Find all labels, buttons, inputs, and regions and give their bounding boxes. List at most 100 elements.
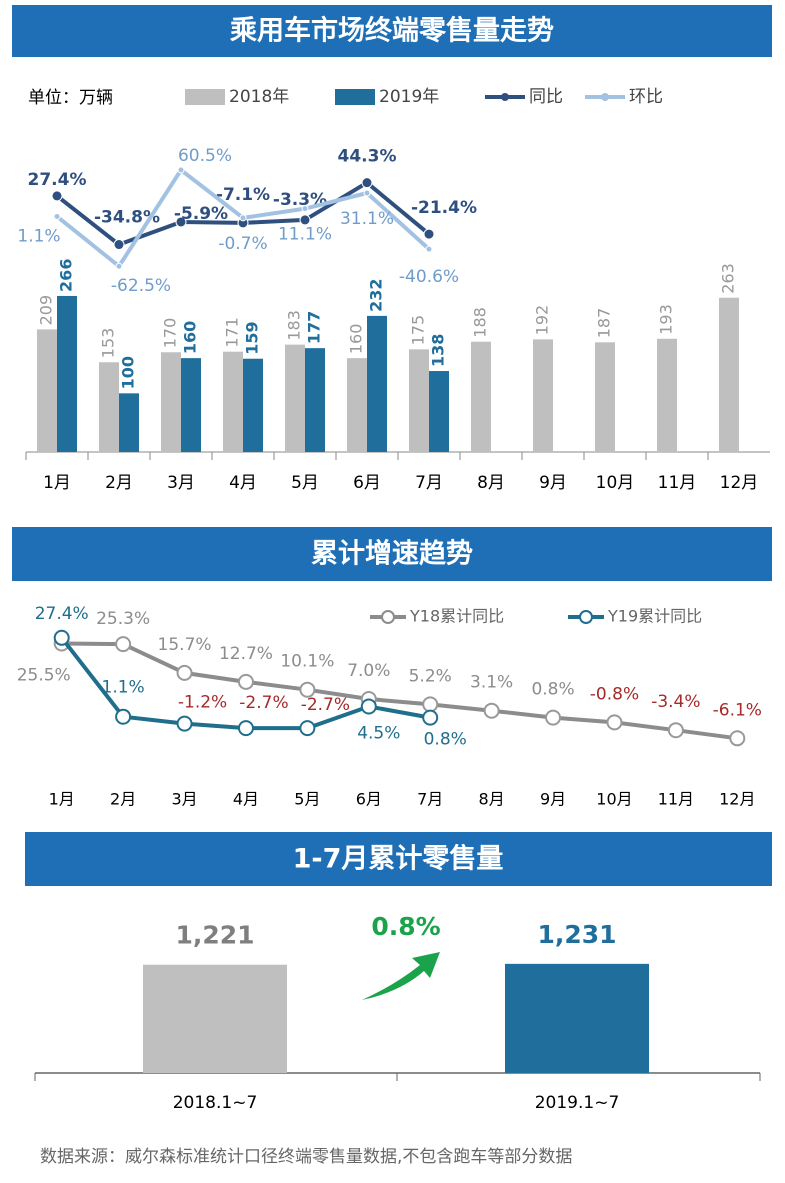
- x-tick-label: 2月: [110, 790, 136, 809]
- data-label: 100: [119, 356, 138, 389]
- data-label: -0.7%: [218, 234, 267, 254]
- bar: [305, 348, 325, 452]
- point: [237, 673, 254, 690]
- point: [299, 720, 316, 737]
- bar: [285, 344, 305, 452]
- data-label: 171: [223, 317, 242, 348]
- data-label: 10.1%: [280, 652, 334, 672]
- data-label: 188: [471, 307, 490, 338]
- point: [53, 629, 70, 646]
- bar: [243, 358, 263, 452]
- bar: [223, 351, 243, 452]
- point: [176, 664, 193, 681]
- data-label: 25.5%: [17, 666, 71, 686]
- data-label: 27.4%: [35, 604, 89, 624]
- point: [483, 702, 500, 719]
- bar: [37, 329, 57, 452]
- point: [606, 714, 623, 731]
- x-tick-label: 7月: [415, 473, 443, 493]
- legend-swatch: [381, 610, 395, 624]
- point: [115, 262, 123, 270]
- data-label: 1.1%: [102, 678, 145, 698]
- x-tick-label: 7月: [417, 790, 443, 809]
- bar: [57, 295, 77, 452]
- x-tick-label: 11月: [658, 790, 694, 809]
- point: [545, 709, 562, 726]
- x-tick-label: 1月: [43, 473, 71, 493]
- data-label: 192: [533, 305, 552, 336]
- legend-label: Y19累计同比: [607, 607, 702, 626]
- bar: [429, 371, 449, 452]
- footer: 数据来源：威尔森标准统计口径终端零售量数据,不包含跑车等部分数据: [40, 1147, 572, 1167]
- bar: [347, 358, 367, 452]
- bar: [409, 349, 429, 452]
- data-label: 177: [305, 311, 324, 344]
- data-label: -2.7%: [239, 693, 288, 713]
- legend-label: 2018年: [229, 87, 289, 107]
- x-tick-label: 2018.1~7: [173, 1093, 258, 1113]
- data-label: 25.3%: [96, 609, 150, 629]
- data-label: -62.5%: [111, 276, 171, 296]
- point: [422, 696, 439, 713]
- data-label: 0.8%: [531, 680, 574, 700]
- x-tick-label: 12月: [720, 473, 759, 493]
- point: [363, 189, 371, 197]
- bar: [181, 358, 201, 452]
- data-label: 160: [181, 321, 200, 354]
- chart-title: 累计增速趋势: [311, 538, 473, 570]
- data-label: 4.5%: [357, 724, 400, 744]
- point: [299, 681, 316, 698]
- bar: [119, 393, 139, 452]
- chart-title: 乘用车市场终端零售量走势: [229, 15, 554, 47]
- data-label: -7.1%: [216, 185, 270, 205]
- data-label: 12.7%: [219, 644, 273, 664]
- point: [239, 214, 247, 222]
- point: [176, 715, 193, 732]
- legend-swatch: [501, 93, 509, 101]
- data-label: 44.3%: [338, 147, 397, 167]
- x-tick-label: 8月: [477, 473, 505, 493]
- data-label: -2.7%: [301, 695, 350, 715]
- data-label: 60.5%: [178, 146, 232, 166]
- bar: [719, 297, 739, 452]
- x-tick-label: 10月: [596, 790, 632, 809]
- title-banner: [12, 5, 772, 57]
- point: [299, 214, 311, 226]
- data-label: -1.2%: [178, 693, 227, 713]
- x-tick-label: 8月: [479, 790, 505, 809]
- point: [361, 177, 373, 189]
- data-label: 175: [409, 315, 428, 346]
- legend-label: 环比: [629, 87, 663, 107]
- chart-title: 1-7月累计零售量: [293, 843, 504, 875]
- data-label: -5.9%: [174, 204, 228, 224]
- legend-label: 同比: [529, 87, 563, 107]
- data-label: 0.8%: [424, 730, 467, 750]
- x-tick-label: 5月: [294, 790, 320, 809]
- x-tick-label: 6月: [356, 790, 382, 809]
- data-label: 159: [243, 321, 262, 354]
- point: [301, 205, 309, 213]
- legend-swatch: [335, 89, 375, 105]
- data-label: 187: [595, 308, 614, 339]
- title-banner: [12, 527, 772, 581]
- data-label: 183: [285, 310, 304, 341]
- data-label: 1,231: [537, 920, 616, 949]
- data-label: 15.7%: [158, 635, 212, 655]
- x-tick-label: 2019.1~7: [535, 1093, 620, 1113]
- data-label: 232: [367, 278, 386, 311]
- unit-label: 单位：万辆: [28, 88, 113, 108]
- x-tick-label: 6月: [353, 473, 381, 493]
- x-tick-label: 4月: [229, 473, 257, 493]
- point: [115, 708, 132, 725]
- bar: [161, 352, 181, 452]
- point: [423, 228, 435, 240]
- point: [729, 730, 746, 747]
- data-label: -21.4%: [411, 198, 477, 218]
- legend-swatch: [579, 610, 593, 624]
- x-tick-label: 1月: [49, 790, 75, 809]
- line: [61, 641, 738, 741]
- x-tick-label: 5月: [291, 473, 319, 493]
- x-tick-label: 10月: [596, 473, 635, 493]
- bar: [99, 362, 119, 452]
